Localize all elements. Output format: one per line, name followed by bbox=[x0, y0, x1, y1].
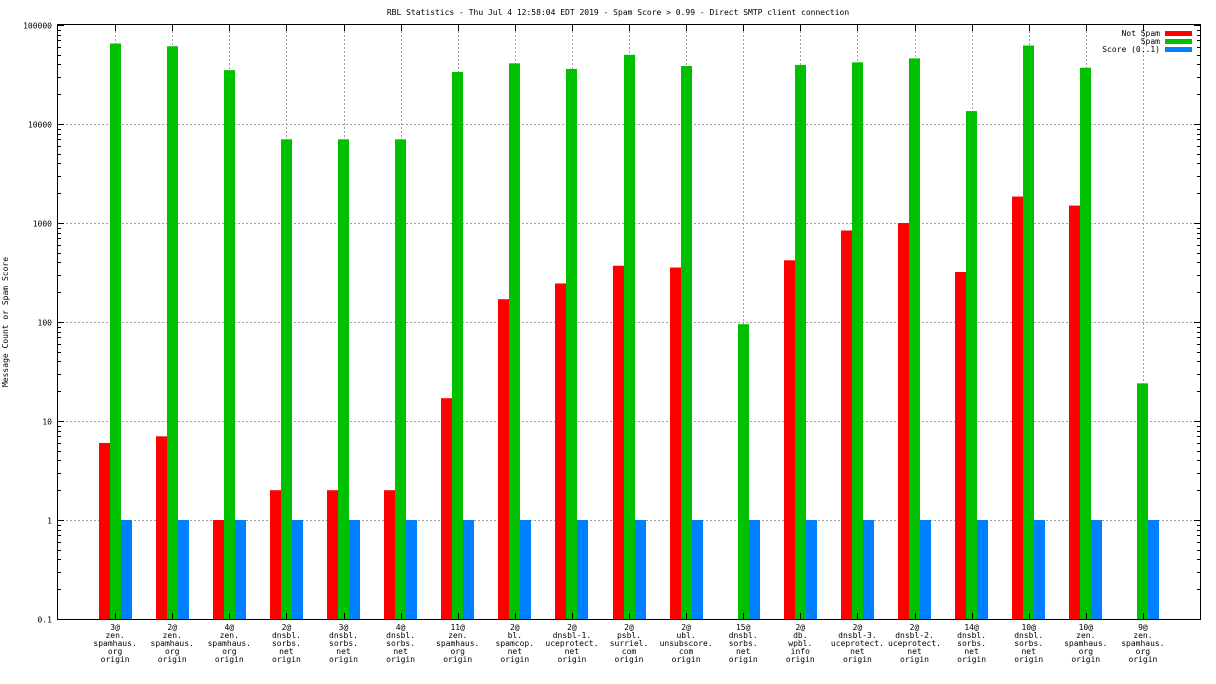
legend-label: Not Spam bbox=[1121, 29, 1160, 38]
bar-score-0-1 bbox=[1091, 520, 1102, 619]
bar-spam bbox=[1080, 67, 1091, 619]
plot-frame bbox=[57, 24, 1201, 620]
y-tick-label: 10 bbox=[42, 418, 52, 427]
y-axis-label: Message Count or Spam Score bbox=[1, 257, 10, 387]
x-tick-label: 2@ db. wpbl. info origin bbox=[786, 623, 815, 664]
x-tick-label: 2@ bl. spamcop. net origin bbox=[496, 623, 535, 664]
bar-spam bbox=[795, 64, 806, 619]
bar-score-0-1 bbox=[1148, 520, 1159, 619]
x-tick-label: 2@ dnsbl-3. uceprotect. net origin bbox=[831, 623, 884, 664]
chart-title: RBL Statistics - Thu Jul 4 12:58:04 EDT … bbox=[387, 8, 850, 17]
bar-spam bbox=[852, 62, 863, 619]
bar-spam bbox=[681, 66, 692, 620]
bar-score-0-1 bbox=[235, 520, 246, 619]
x-tick-label: 15@ dnsbl. sorbs. net origin bbox=[729, 623, 758, 664]
bar-not-spam bbox=[327, 490, 338, 619]
bar-score-0-1 bbox=[577, 520, 588, 619]
x-tick-label: 11@ zen. spamhaus. org origin bbox=[436, 623, 479, 664]
bar-spam bbox=[738, 324, 749, 619]
bar-not-spam bbox=[955, 271, 966, 619]
bar-score-0-1 bbox=[635, 520, 646, 619]
x-tick-label: 2@ dnsbl-1. uceprotect. net origin bbox=[545, 623, 598, 664]
legend-label: Score (0..1) bbox=[1102, 45, 1160, 54]
bar-spam bbox=[110, 43, 121, 619]
bar-score-0-1 bbox=[1034, 520, 1045, 619]
bar-not-spam bbox=[1012, 196, 1023, 620]
bar-not-spam bbox=[384, 490, 395, 619]
x-tick-label: 4@ dnsbl. sorbs. net origin bbox=[386, 623, 415, 664]
bar-score-0-1 bbox=[920, 520, 931, 619]
bar-spam bbox=[395, 139, 406, 619]
y-tick-label: 10000 bbox=[28, 121, 52, 130]
bar-score-0-1 bbox=[349, 520, 360, 619]
y-axis-ticks: 0.1 1 10 100 1000 10000 100000 bbox=[23, 22, 1200, 625]
bar-score-0-1 bbox=[292, 520, 303, 619]
legend-label: Spam bbox=[1141, 37, 1160, 46]
bar-spam bbox=[1137, 383, 1148, 619]
x-tick-label: 2@ zen. spamhaus. org origin bbox=[151, 623, 194, 664]
bar-score-0-1 bbox=[178, 520, 189, 619]
y-tick-label: 1000 bbox=[33, 220, 52, 229]
x-tick-label: 4@ zen. spamhaus. org origin bbox=[208, 623, 251, 664]
bar-score-0-1 bbox=[463, 520, 474, 619]
bar-spam bbox=[338, 139, 349, 619]
x-tick-label: 2@ psbl. surriel. com origin bbox=[610, 623, 649, 664]
bar-spam bbox=[281, 139, 292, 619]
bar-score-0-1 bbox=[520, 520, 531, 619]
bar-score-0-1 bbox=[692, 520, 703, 619]
y-tick-label: 100000 bbox=[23, 22, 52, 31]
bar-spam bbox=[452, 72, 463, 619]
bar-not-spam bbox=[270, 490, 281, 619]
bar-spam bbox=[509, 63, 520, 619]
x-tick-label: 3@ dnsbl. sorbs. net origin bbox=[329, 623, 358, 664]
legend-swatch bbox=[1165, 47, 1192, 52]
y-tick-label: 0.1 bbox=[38, 616, 53, 625]
bar-not-spam bbox=[99, 442, 110, 619]
bar-score-0-1 bbox=[977, 520, 988, 619]
bars bbox=[99, 43, 1159, 620]
bar-not-spam bbox=[1069, 205, 1080, 620]
legend-swatch bbox=[1165, 31, 1192, 36]
bar-not-spam bbox=[213, 520, 224, 619]
bar-not-spam bbox=[898, 223, 909, 619]
y-tick-label: 100 bbox=[38, 319, 53, 328]
bar-score-0-1 bbox=[806, 520, 817, 619]
x-tick-label: 3@ zen. spamhaus. org origin bbox=[93, 623, 136, 664]
bar-spam bbox=[1023, 45, 1034, 619]
bar-spam bbox=[624, 54, 635, 620]
x-tick-label: 10@ dnsbl. sorbs. net origin bbox=[1014, 623, 1043, 664]
legend-swatch bbox=[1165, 39, 1192, 44]
x-tick-label: 2@ dnsbl-2. uceprotect. net origin bbox=[888, 623, 941, 664]
bar-not-spam bbox=[670, 267, 681, 619]
bar-score-0-1 bbox=[406, 520, 417, 619]
bar-not-spam bbox=[441, 398, 452, 619]
x-axis-ticks: 3@ zen. spamhaus. org origin 2@ zen. spamhaus. o… bbox=[93, 25, 1165, 664]
bar-not-spam bbox=[784, 260, 795, 619]
bar-spam bbox=[566, 68, 577, 620]
bar-not-spam bbox=[498, 299, 509, 619]
x-tick-label: 2@ ubl. unsubscore. com origin bbox=[660, 623, 713, 664]
bar-score-0-1 bbox=[121, 520, 132, 619]
bar-not-spam bbox=[555, 283, 566, 619]
bar-spam bbox=[966, 111, 977, 619]
y-tick-label: 1 bbox=[47, 517, 52, 526]
bar-spam bbox=[909, 58, 920, 620]
bar-spam bbox=[224, 70, 235, 619]
bar-score-0-1 bbox=[863, 520, 874, 619]
bar-spam bbox=[167, 46, 178, 620]
x-tick-label: 2@ dnsbl. sorbs. net origin bbox=[272, 623, 301, 664]
bar-not-spam bbox=[841, 230, 852, 620]
bar-score-0-1 bbox=[749, 520, 760, 619]
bar-not-spam bbox=[613, 265, 624, 619]
x-tick-label: 10@ zen. spamhaus. org origin bbox=[1064, 623, 1107, 664]
bar-not-spam bbox=[156, 436, 167, 619]
x-tick-label: 9@ zen. spamhaus. org origin bbox=[1121, 623, 1164, 664]
x-tick-label: 14@ dnsbl. sorbs. net origin bbox=[957, 623, 986, 664]
